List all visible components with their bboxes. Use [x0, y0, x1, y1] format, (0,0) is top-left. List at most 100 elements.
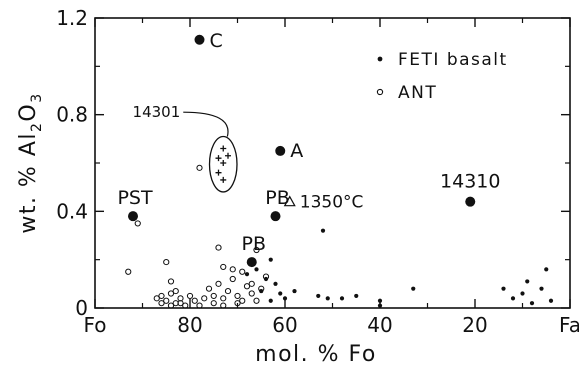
ant-point	[248, 290, 255, 297]
ant-point	[215, 280, 222, 287]
ant-point	[210, 300, 217, 307]
y-tick-label: 0	[75, 296, 88, 320]
feti-basalt-point	[282, 296, 288, 301]
ant-point	[224, 287, 232, 295]
labeled-point	[246, 257, 257, 268]
ant-point	[258, 285, 265, 292]
ant-point	[234, 300, 241, 307]
labeled-point	[465, 196, 476, 207]
feti-basalt-point	[325, 296, 330, 301]
ant-point	[210, 292, 217, 300]
ant-point	[243, 283, 251, 290]
feti-basalt-point	[525, 279, 530, 284]
y-tick-label: 0.8	[56, 103, 88, 127]
tick-labels: Fo 80 60 40 20 Fa 0 0.4 0.8 1.2	[56, 6, 579, 337]
ant-point	[239, 268, 246, 275]
y-tick-label: 1.2	[56, 6, 88, 30]
feti-basalt-point	[320, 228, 326, 233]
ant-point	[186, 292, 194, 300]
point-14301	[215, 155, 222, 162]
point-label: PB	[242, 233, 267, 255]
ant-point	[234, 292, 241, 300]
ant-point	[201, 295, 208, 302]
point-label: A	[290, 140, 303, 162]
ant-point	[125, 268, 132, 275]
ant-point	[167, 302, 175, 309]
ant-point	[158, 300, 165, 307]
ant-point	[262, 273, 270, 280]
point-label: 14310	[440, 171, 500, 193]
legend-marker-feti	[377, 56, 383, 62]
ant-point	[167, 290, 175, 297]
legend-marker-ant	[376, 88, 384, 96]
annotation-14301: 14301	[133, 103, 181, 121]
ant-point	[191, 297, 198, 304]
x-tick-label: 20	[462, 313, 487, 337]
point-14301	[220, 176, 227, 183]
ant-point	[229, 275, 236, 283]
ant-point	[205, 285, 213, 292]
x-tick-label: 40	[367, 313, 392, 337]
feti-basalt-point	[377, 303, 383, 308]
feti-basalt-point	[510, 296, 516, 301]
ant-point	[220, 295, 227, 302]
ant-point	[220, 263, 227, 271]
ant-point	[196, 302, 203, 309]
x-tick-label: Fa	[559, 313, 579, 337]
feti-basalt-point	[316, 293, 321, 299]
feti-basalt-point	[354, 293, 359, 299]
legend-label-ant: ANT	[398, 83, 437, 103]
ant-point	[215, 244, 222, 251]
labeled-point	[275, 145, 286, 156]
ant-point	[196, 164, 203, 171]
point-label: PB	[265, 187, 290, 209]
point-label: 1350°C	[300, 193, 364, 213]
point-14301	[225, 152, 231, 159]
y-axis-label-sub1: 2	[29, 122, 45, 132]
feti-basalt-point	[244, 272, 250, 277]
point-14301	[215, 169, 222, 176]
ant-point	[167, 278, 175, 285]
annotation-leader	[183, 111, 229, 137]
point-label: C	[210, 30, 223, 52]
feti-basalt-point	[254, 267, 259, 272]
x-tick-label: Fo	[83, 313, 106, 337]
ant-point	[248, 280, 255, 287]
ant-point	[153, 295, 160, 302]
legend: FETI basalt ANT	[376, 50, 508, 103]
feti-basalt-point	[548, 298, 554, 303]
point-14301	[220, 160, 227, 166]
y-axis-label: wt. % Al2O3	[16, 92, 45, 233]
point-label: PST	[117, 187, 153, 209]
x-axis-label: mol. % Fo	[255, 342, 377, 367]
labeled-point	[128, 211, 138, 222]
feti-basalt-point	[273, 281, 278, 286]
feti-basalt-point	[278, 291, 283, 296]
feti-basalt-point	[268, 298, 273, 303]
legend-label-feti: FETI basalt	[398, 50, 508, 70]
labeled-point	[270, 211, 281, 222]
feti-basalt-point	[292, 288, 297, 294]
feti-basalt-point	[268, 257, 273, 262]
feti-basalt-point	[539, 286, 544, 291]
point-labels: C A PST PB PB 14310 1350°C	[117, 30, 500, 255]
feti-basalt-point	[377, 298, 383, 303]
y-axis-label-sub2: 3	[29, 92, 45, 102]
x-tick-label: 80	[177, 313, 202, 337]
feti-basalt-point	[544, 267, 549, 272]
axis-ticks	[94, 17, 571, 309]
feti-basalt-point	[520, 291, 525, 296]
ant-point	[239, 297, 246, 304]
ant-point	[158, 292, 165, 300]
triangle-point	[283, 195, 296, 207]
y-axis-label-prefix: wt. % Al	[16, 132, 41, 234]
ant-point	[220, 302, 227, 309]
ant-point	[253, 246, 260, 254]
point-14301	[220, 145, 227, 152]
ant-point	[177, 300, 184, 307]
ant-point	[172, 287, 179, 295]
feti-basalt-point	[411, 286, 416, 291]
y-tick-label: 0.4	[56, 199, 88, 223]
